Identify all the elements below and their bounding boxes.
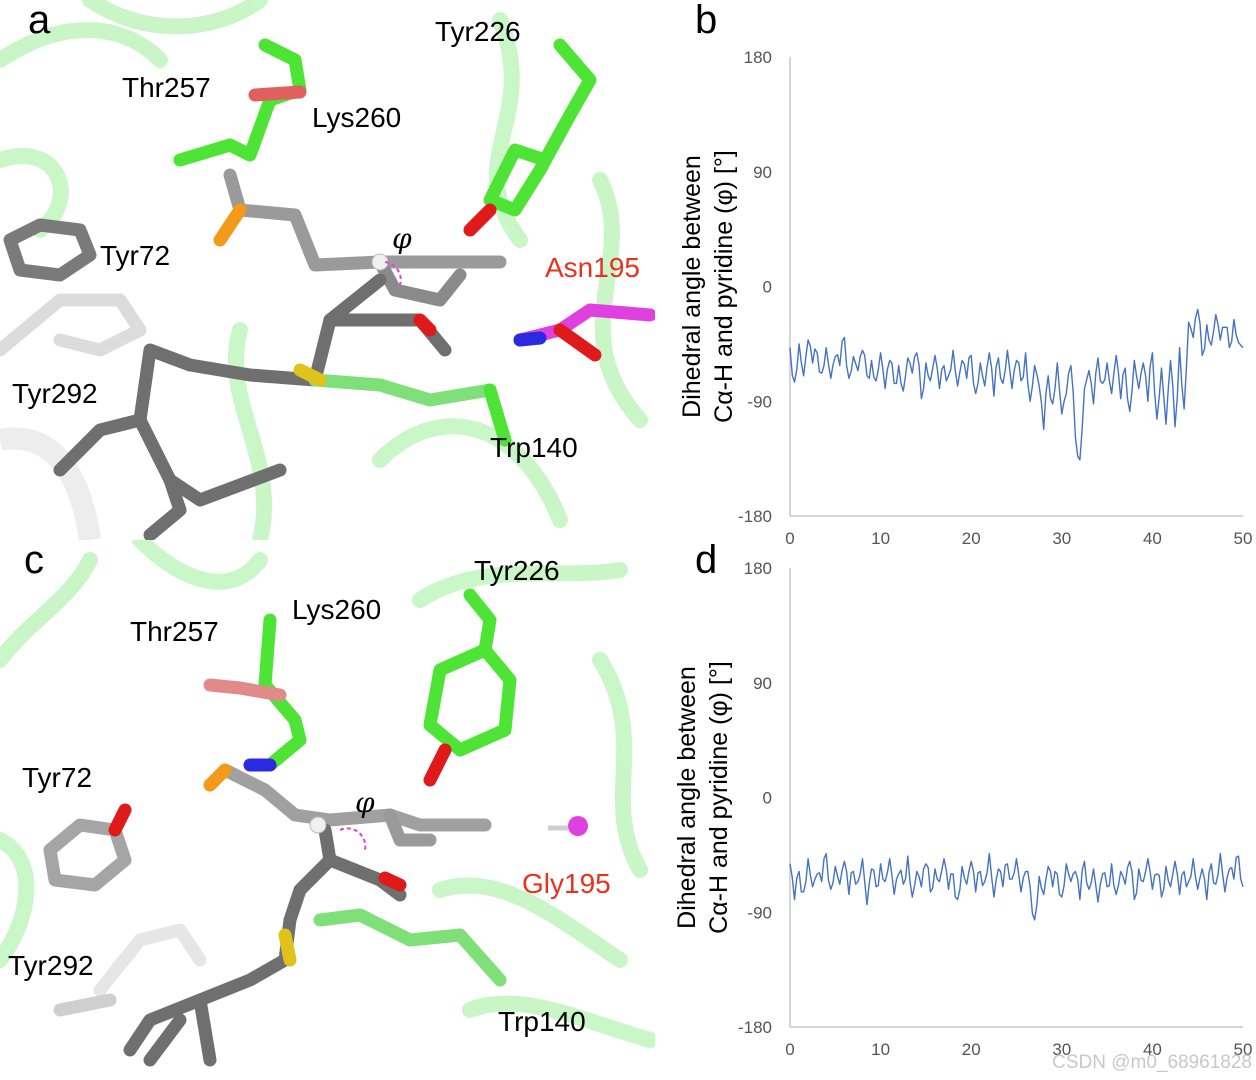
x-tick-label: 30 [1052, 529, 1071, 548]
x-tick-label: 40 [1143, 529, 1162, 548]
x-tick-label: 20 [962, 529, 981, 548]
chart-d: 180 90 0 -90 -180 0 10 20 30 40 50 Dihedral angle b… [673, 559, 1252, 1059]
y-tick-label: 0 [763, 789, 772, 808]
watermark: CSDN @m0_68961828 [1052, 1052, 1252, 1073]
label-asn195-a: Asn195 [545, 252, 640, 283]
y-tick-label: 180 [744, 559, 772, 578]
label-lys260-a: Lys260 [312, 102, 402, 133]
label-tyr72-c: Tyr72 [22, 762, 93, 793]
x-tick-label: 10 [871, 529, 890, 548]
label-tyr72-a: Tyr72 [100, 240, 171, 271]
y-tick-label: 180 [744, 48, 772, 67]
label-tyr226-a: Tyr226 [435, 16, 521, 47]
y-tick-label: 0 [763, 278, 772, 297]
y-axis-label-line1: Dihedral angle between [673, 666, 701, 929]
label-trp140-c: Trp140 [498, 1006, 586, 1037]
x-tick-label: 0 [785, 529, 794, 548]
chart-b: 180 90 0 -90 -180 0 10 20 30 40 50 Dihedral angle b… [678, 48, 1252, 548]
label-gly195-c: Gly195 [522, 868, 611, 899]
panel-letter-c: c [24, 540, 44, 582]
y-tick-label: -180 [738, 1018, 772, 1037]
label-phi-a: φ [392, 222, 412, 255]
series-line [789, 308, 1244, 461]
panel-letter-d: d [695, 538, 718, 582]
label-tyr226-c: Tyr226 [474, 555, 560, 586]
y-axis-label-line2: Cα-H and pyridine (φ) [°] [705, 661, 733, 934]
x-tick-label: 10 [871, 1040, 890, 1059]
series-line [789, 852, 1244, 921]
y-tick-label: 90 [753, 674, 772, 693]
x-tick-label: 0 [785, 1040, 794, 1059]
y-tick-label: -180 [738, 507, 772, 526]
label-thr257-c: Thr257 [130, 616, 219, 647]
label-trp140-a: Trp140 [490, 432, 578, 463]
label-tyr292-a: Tyr292 [12, 378, 98, 409]
x-tick-label: 50 [1234, 1040, 1253, 1059]
structure-a-render [0, 0, 655, 540]
x-tick-label: 30 [1052, 1040, 1071, 1059]
structure-c-render [0, 540, 655, 1067]
panel-letter-a: a [28, 0, 51, 42]
y-tick-label: -90 [747, 392, 772, 411]
label-thr257-a: Thr257 [122, 72, 211, 103]
label-phi-c: φ [355, 786, 375, 819]
panel-letter-b: b [695, 0, 718, 42]
x-tick-label: 40 [1143, 1040, 1162, 1059]
structure-panel-c: c Tyr226 Lys260 Thr257 Tyr72 Gly195 Tyr2… [0, 540, 655, 1080]
label-tyr292-c: Tyr292 [8, 950, 94, 981]
y-axis-label-line2: Cα-H and pyridine (φ) [°] [710, 150, 738, 423]
x-tick-label: 50 [1234, 529, 1253, 548]
y-axis-label-line1: Dihedral angle between [678, 155, 706, 418]
y-tick-label: 90 [753, 163, 772, 182]
structure-panel-a: a Tyr226 Thr257 Lys260 Tyr72 Asn195 Tyr2… [0, 0, 655, 540]
x-tick-label: 20 [962, 1040, 981, 1059]
y-tick-label: -90 [747, 903, 772, 922]
label-lys260-c: Lys260 [292, 594, 382, 625]
